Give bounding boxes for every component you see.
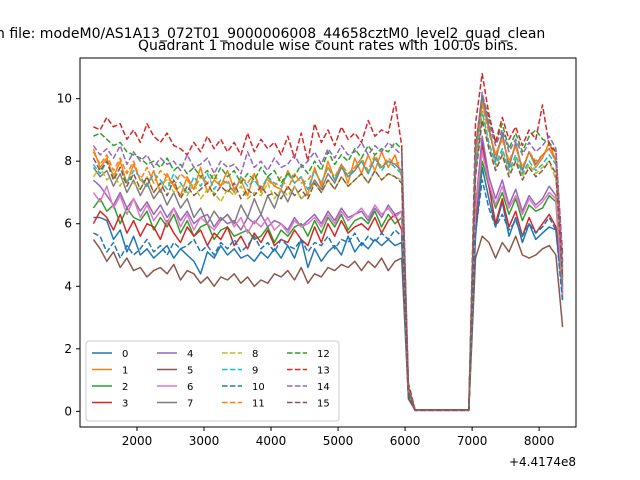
y-tick-label: 6 [64,217,72,231]
x-tick-label: 3000 [189,434,220,448]
legend-label-2: 2 [122,382,128,393]
series-line-0 [93,166,564,412]
legend-label-11: 11 [252,399,265,410]
x-tick-label: 5000 [323,434,354,448]
plot-frame [79,57,577,428]
series-line-6 [92,151,564,411]
x-tick-label: 8000 [524,434,555,448]
series-line-4 [92,135,564,411]
series-line-12 [93,94,564,411]
legend-label-7: 7 [187,399,193,410]
legend-box [85,340,340,422]
legend-label-15: 15 [317,399,330,410]
legend-label-14: 14 [317,382,330,393]
legend-label-4: 4 [187,349,193,360]
legend-label-1: 1 [122,366,128,377]
series-line-9 [92,110,564,411]
y-tick-label: 2 [64,342,72,356]
y-axis-ticks: 0 2 4 6 8 10 [57,92,80,418]
series-line-13 [93,72,564,411]
y-tick-label: 0 [64,404,72,418]
x-tick-label: 6000 [390,434,421,448]
series-line-5 [92,235,564,412]
legend-label-5: 5 [187,366,193,377]
series-line-15 [92,119,564,411]
legend-label-10: 10 [252,382,265,393]
legend-label-3: 3 [122,399,128,410]
legend-label-8: 8 [252,349,258,360]
chart-title: Quadrant 1 module wise count rates with … [138,38,518,54]
x-offset-label: +4.4174e8 [509,455,576,469]
y-tick-label: 4 [64,279,72,293]
x-tick-label: 4000 [256,434,287,448]
series-line-10 [93,179,564,412]
series-layer [92,72,564,412]
series-line-3 [92,141,564,411]
series-line-2 [92,160,564,411]
legend-label-6: 6 [187,382,193,393]
series-line-11 [92,104,564,411]
legend-label-12: 12 [317,349,330,360]
x-tick-label: 2000 [122,434,153,448]
x-axis-ticks: 2000 3000 4000 5000 6000 7000 8000 [122,427,555,448]
figure-suptitle: n file: modeM0/AS1A13_072T01_9000006008_… [0,26,545,42]
legend-label-9: 9 [252,366,258,377]
legend-label-0: 0 [122,349,128,360]
y-tick-label: 8 [64,154,72,168]
legend-label-13: 13 [317,366,330,377]
y-tick-label: 10 [57,92,72,106]
x-tick-label: 7000 [457,434,488,448]
